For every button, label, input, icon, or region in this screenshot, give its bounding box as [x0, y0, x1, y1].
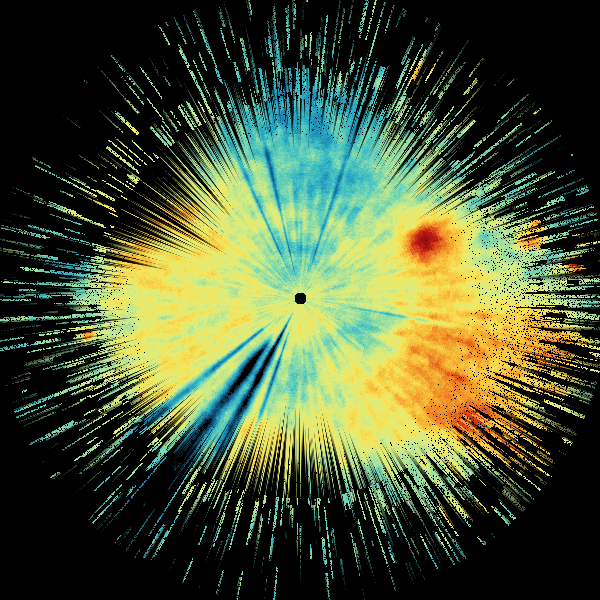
radar-image-viewer: Radar Reflectivity PPI dBZ no data circu… — [0, 0, 600, 600]
radar-reflectivity-canvas — [0, 0, 600, 600]
